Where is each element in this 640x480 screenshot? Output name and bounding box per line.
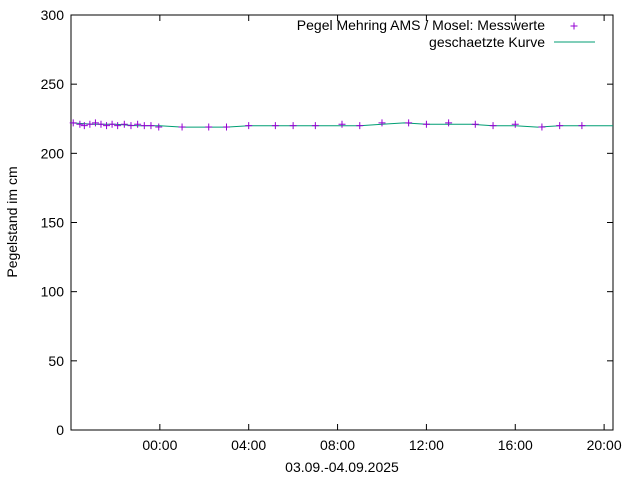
measurement-point — [76, 120, 84, 128]
measurement-point — [245, 122, 253, 130]
measurement-point — [538, 123, 546, 131]
measurement-point — [405, 119, 413, 127]
measurement-point — [556, 122, 564, 130]
measurement-point — [108, 120, 116, 128]
x-tick-label: 04:00 — [231, 437, 266, 453]
measurement-point — [86, 120, 94, 128]
x-axis-label: 03.09.-04.09.2025 — [285, 459, 399, 475]
measurement-point — [120, 120, 128, 128]
measurement-point — [338, 120, 346, 128]
measurement-point — [311, 122, 319, 130]
measurement-point — [140, 122, 148, 130]
measurement-point — [422, 120, 430, 128]
y-tick-label: 100 — [41, 284, 65, 300]
measurement-point — [289, 122, 297, 130]
measurement-point — [222, 123, 230, 131]
measurement-point — [578, 122, 586, 130]
measurement-point — [155, 123, 163, 131]
measurement-point — [103, 122, 111, 130]
x-tick-label: 20:00 — [587, 437, 622, 453]
legend-plus-glyph — [570, 22, 578, 30]
y-tick-label: 50 — [48, 353, 64, 369]
measurement-point — [114, 122, 122, 130]
plot-frame — [70, 14, 614, 431]
x-axis-ticks: 00:00 04:00 08:00 12:00 16:00 20:00 — [142, 15, 622, 453]
y-tick-label: 0 — [56, 422, 64, 438]
measurement-point — [91, 119, 99, 127]
measurement-point — [356, 122, 364, 130]
estimated-curve-layer — [70, 122, 613, 128]
measurement-point — [80, 122, 88, 130]
measurement-point — [134, 120, 142, 128]
y-axis-label: Pegelstand im cm — [4, 166, 20, 277]
measurement-point — [489, 122, 497, 130]
legend-label-curve: geschaetzte Kurve — [429, 34, 545, 50]
y-tick-label: 200 — [41, 145, 65, 161]
x-tick-label: 00:00 — [142, 437, 177, 453]
measurement-point — [178, 123, 186, 131]
x-tick-label: 16:00 — [498, 437, 533, 453]
legend-marker-measurements — [570, 22, 578, 30]
measurement-points-layer — [69, 119, 586, 131]
legend-label-measurements: Pegel Mehring AMS / Mosel: Messwerte — [297, 17, 545, 33]
measurement-point — [147, 122, 155, 130]
y-axis-ticks: 0 50 100 150 200 250 300 — [41, 7, 613, 438]
y-tick-label: 150 — [41, 215, 65, 231]
y-tick-label: 300 — [41, 7, 65, 23]
measurement-point — [445, 119, 453, 127]
measurement-point — [97, 120, 105, 128]
measurement-point — [271, 122, 279, 130]
measurement-point — [511, 120, 519, 128]
x-tick-label: 08:00 — [320, 437, 355, 453]
measurement-point — [205, 123, 213, 131]
measurement-point — [127, 122, 135, 130]
x-tick-label: 12:00 — [409, 437, 444, 453]
legend: Pegel Mehring AMS / Mosel: Messwerte ges… — [297, 17, 595, 50]
estimated-curve-line — [70, 122, 613, 128]
measurement-point — [471, 120, 479, 128]
measurement-point — [69, 119, 77, 127]
y-tick-label: 250 — [41, 76, 65, 92]
measurement-point — [378, 119, 386, 127]
